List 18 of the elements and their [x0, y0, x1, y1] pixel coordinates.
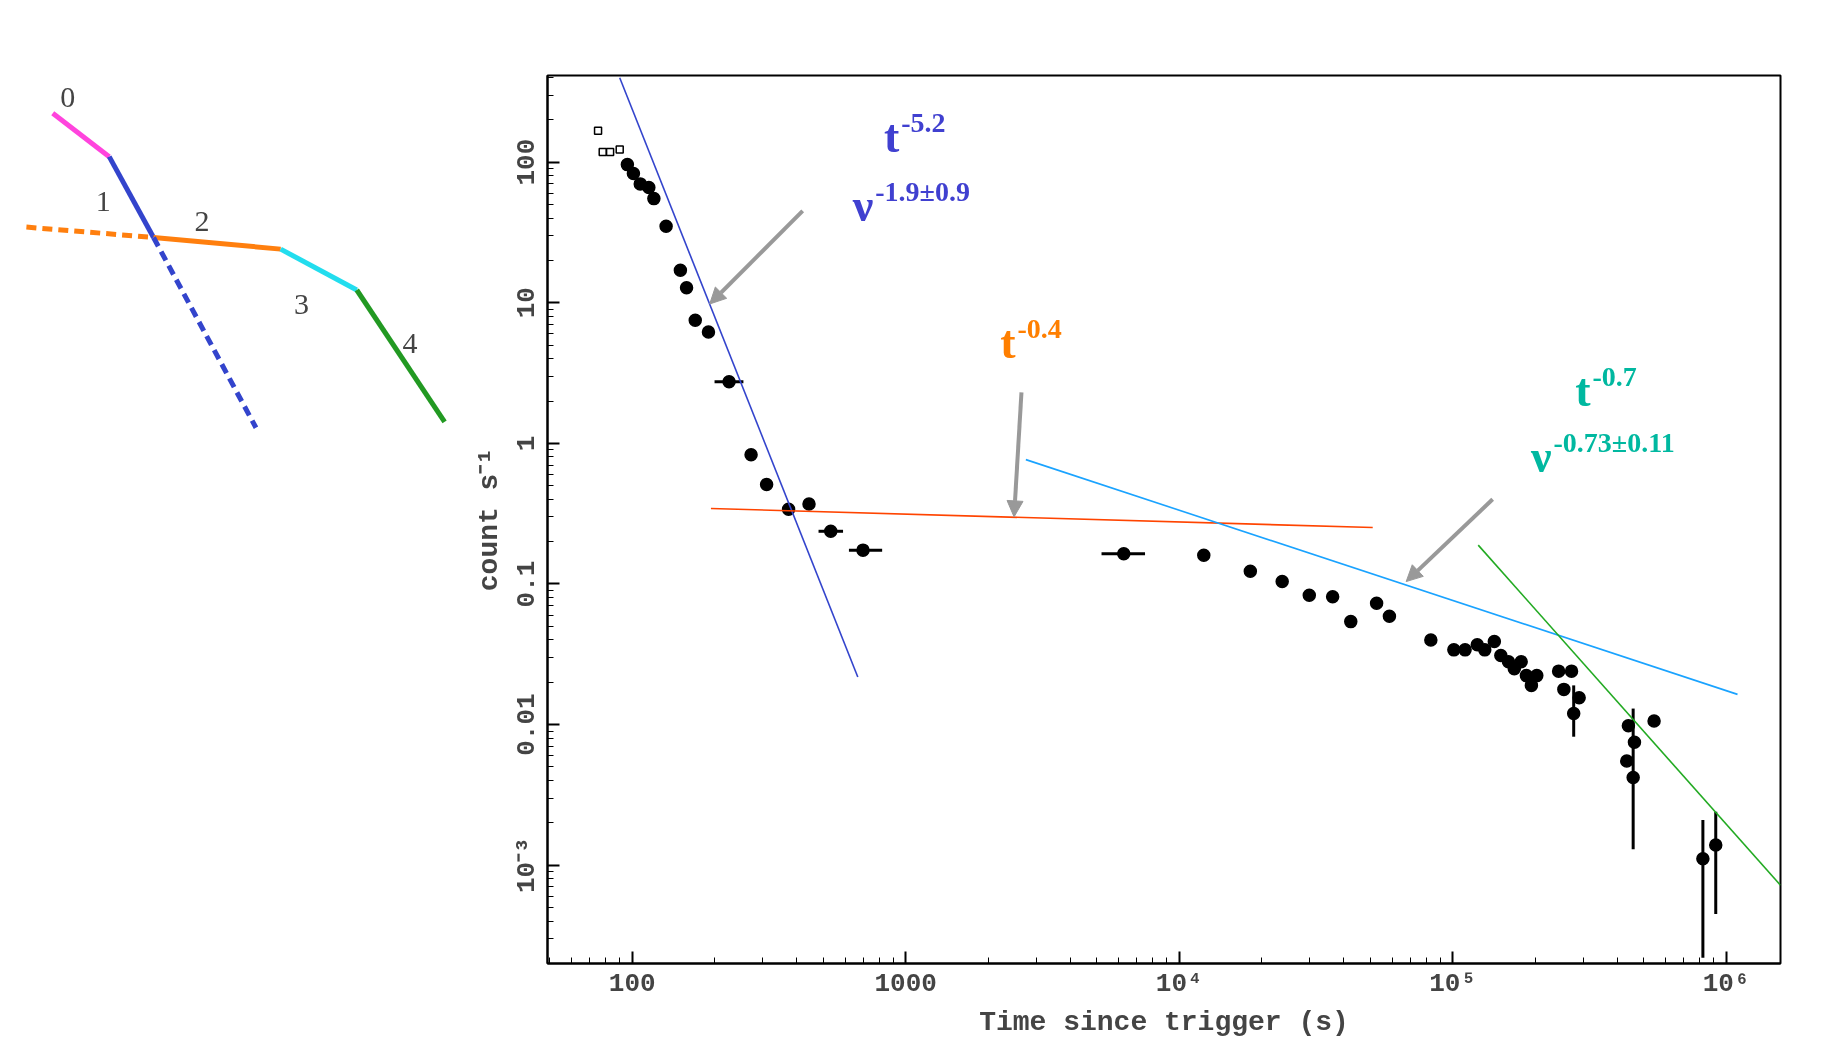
x-tick-label: 10⁴: [1155, 968, 1203, 999]
text: 2: [194, 204, 210, 238]
x-axis-title: Time since trigger (s): [979, 1006, 1349, 1038]
y-tick-label: 0.01: [512, 693, 543, 756]
y-tick-label: 0.1: [512, 560, 543, 608]
y-tick-label: 1: [512, 435, 543, 452]
x-tick-label: 10⁵: [1429, 968, 1477, 999]
text: 1: [95, 183, 111, 217]
y-tick-label: 10: [512, 287, 543, 319]
text: 3: [294, 286, 310, 320]
x-tick-label: 100: [608, 968, 656, 999]
y-tick-label: 10⁻³: [512, 837, 543, 894]
x-tick-label: 10⁶: [1702, 968, 1750, 999]
text: 0: [60, 80, 76, 114]
y-tick-label: 100: [512, 138, 543, 186]
x-tick-label: 1000: [874, 968, 937, 999]
text: 4: [402, 326, 418, 360]
y-axis-title: count s⁻¹: [473, 447, 505, 592]
